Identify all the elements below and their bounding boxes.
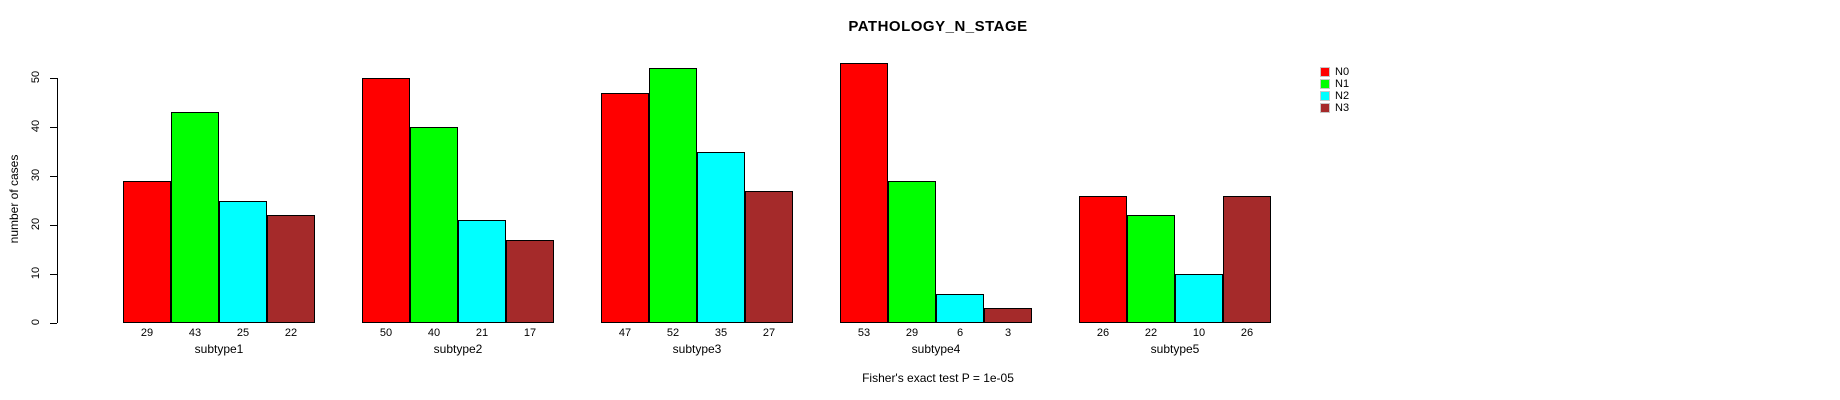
- bar-subtype4-N3: [984, 308, 1032, 323]
- bar-value-label: 43: [188, 327, 202, 339]
- bar-value-label: 29: [905, 327, 919, 339]
- bar-value-label: 53: [857, 327, 871, 339]
- y-axis-tick-label: 0: [30, 318, 42, 326]
- legend-swatch-N3: [1320, 103, 1330, 113]
- category-label: subtype5: [1150, 342, 1200, 356]
- legend-swatch-N1: [1320, 79, 1330, 89]
- bar-subtype4-N1: [888, 180, 936, 323]
- legend-item-N2: N2: [1320, 90, 1349, 102]
- y-axis-line: [57, 78, 58, 323]
- y-axis-tick: [50, 176, 57, 177]
- y-axis-tick-label: 40: [30, 119, 42, 133]
- y-axis-tick-label: 10: [30, 266, 42, 280]
- bar-value-label: 17: [523, 327, 537, 339]
- bar-subtype1-N2: [219, 200, 267, 323]
- bar-value-label: 29: [140, 327, 154, 339]
- bar-subtype3-N3: [745, 190, 793, 323]
- bar-value-label: 52: [666, 327, 680, 339]
- legend-item-N3: N3: [1320, 102, 1349, 114]
- y-axis-title: number of cases: [7, 154, 21, 244]
- y-axis-tick: [50, 323, 57, 324]
- legend-label: N2: [1335, 90, 1350, 102]
- bar-subtype3-N0: [601, 92, 649, 323]
- legend-label: N3: [1335, 102, 1350, 114]
- legend-swatch-N2: [1320, 91, 1330, 101]
- y-axis-tick: [50, 274, 57, 275]
- category-label: subtype2: [433, 342, 483, 356]
- bar-subtype5-N2: [1175, 274, 1223, 323]
- bar-value-label: 27: [762, 327, 776, 339]
- bar-subtype2-N3: [506, 239, 554, 323]
- bar-value-label: 25: [236, 327, 250, 339]
- bar-subtype4-N0: [840, 63, 888, 323]
- legend-label: N0: [1335, 66, 1350, 78]
- bar-value-label: 6: [956, 327, 964, 339]
- y-axis-tick-label: 50: [30, 70, 42, 84]
- y-axis-tick: [50, 225, 57, 226]
- fisher-test-annotation: Fisher's exact test P = 1e-05: [862, 371, 1014, 385]
- bar-value-label: 50: [379, 327, 393, 339]
- bar-value-label: 35: [714, 327, 728, 339]
- bar-subtype5-N3: [1223, 195, 1271, 323]
- bar-subtype5-N0: [1079, 195, 1127, 323]
- legend-item-N0: N0: [1320, 66, 1349, 78]
- bar-value-label: 21: [475, 327, 489, 339]
- bar-subtype1-N1: [171, 112, 219, 323]
- bar-value-label: 3: [1004, 327, 1012, 339]
- bar-subtype2-N0: [362, 78, 410, 323]
- bar-subtype3-N1: [649, 68, 697, 323]
- bar-subtype5-N1: [1127, 215, 1175, 323]
- legend-label: N1: [1335, 78, 1350, 90]
- bar-value-label: 22: [1144, 327, 1158, 339]
- bar-value-label: 26: [1096, 327, 1110, 339]
- category-label: subtype3: [672, 342, 722, 356]
- category-label: subtype4: [911, 342, 961, 356]
- y-axis-tick-label: 30: [30, 168, 42, 182]
- legend-item-N1: N1: [1320, 78, 1349, 90]
- bar-value-label: 47: [618, 327, 632, 339]
- y-axis-tick: [50, 127, 57, 128]
- bar-subtype3-N2: [697, 151, 745, 323]
- category-label: subtype1: [194, 342, 244, 356]
- chart-title: PATHOLOGY_N_STAGE: [848, 18, 1028, 35]
- bar-subtype1-N0: [123, 180, 171, 323]
- bar-subtype4-N2: [936, 293, 984, 323]
- y-axis-tick: [50, 78, 57, 79]
- bar-value-label: 10: [1192, 327, 1206, 339]
- y-axis-tick-label: 20: [30, 217, 42, 231]
- legend: N0 N1 N2 N3: [1320, 66, 1349, 114]
- bar-subtype2-N2: [458, 220, 506, 323]
- bar-value-label: 40: [427, 327, 441, 339]
- legend-swatch-N0: [1320, 67, 1330, 77]
- bar-value-label: 22: [284, 327, 298, 339]
- bar-subtype1-N3: [267, 215, 315, 323]
- bar-value-label: 26: [1240, 327, 1254, 339]
- bar-subtype2-N1: [410, 127, 458, 323]
